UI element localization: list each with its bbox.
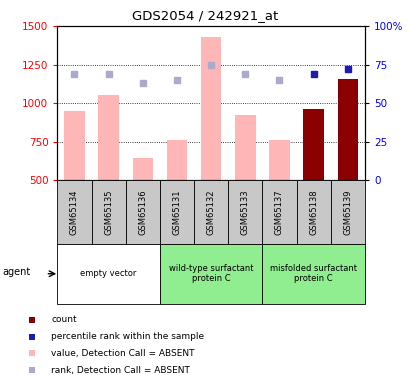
Bar — [126, 180, 160, 244]
Text: agent: agent — [2, 267, 30, 277]
Bar — [330, 180, 364, 244]
Bar — [262, 180, 296, 244]
Bar — [64, 111, 85, 180]
Text: empty vector: empty vector — [80, 269, 137, 278]
Text: GSM65136: GSM65136 — [138, 189, 147, 235]
Text: misfolded surfactant
protein C: misfolded surfactant protein C — [270, 264, 356, 284]
Bar — [160, 244, 262, 304]
Text: GSM65131: GSM65131 — [172, 189, 181, 235]
Text: rank, Detection Call = ABSENT: rank, Detection Call = ABSENT — [51, 366, 189, 375]
Text: GSM65133: GSM65133 — [240, 189, 249, 235]
Text: percentile rank within the sample: percentile rank within the sample — [51, 332, 204, 341]
Text: wild-type surfactant
protein C: wild-type surfactant protein C — [169, 264, 253, 284]
Bar — [132, 159, 153, 180]
Bar — [234, 116, 255, 180]
Bar — [57, 244, 160, 304]
Text: GDS2054 / 242921_at: GDS2054 / 242921_at — [132, 9, 277, 22]
Text: GSM65132: GSM65132 — [206, 189, 215, 235]
Bar — [57, 180, 91, 244]
Bar — [303, 109, 323, 180]
Bar — [193, 180, 228, 244]
Bar — [166, 140, 187, 180]
Bar — [228, 180, 262, 244]
Text: GSM65137: GSM65137 — [274, 189, 283, 235]
Text: GSM65134: GSM65134 — [70, 189, 79, 235]
Bar — [91, 180, 126, 244]
Text: GSM65135: GSM65135 — [104, 189, 113, 235]
Bar — [200, 37, 221, 180]
Bar — [337, 78, 357, 180]
Text: count: count — [51, 315, 76, 324]
Text: GSM65139: GSM65139 — [342, 189, 351, 235]
Text: GSM65138: GSM65138 — [308, 189, 317, 235]
Text: value, Detection Call = ABSENT: value, Detection Call = ABSENT — [51, 349, 194, 358]
Bar — [269, 140, 289, 180]
Bar — [98, 96, 119, 180]
Bar — [262, 244, 364, 304]
Bar — [160, 180, 193, 244]
Bar — [296, 180, 330, 244]
